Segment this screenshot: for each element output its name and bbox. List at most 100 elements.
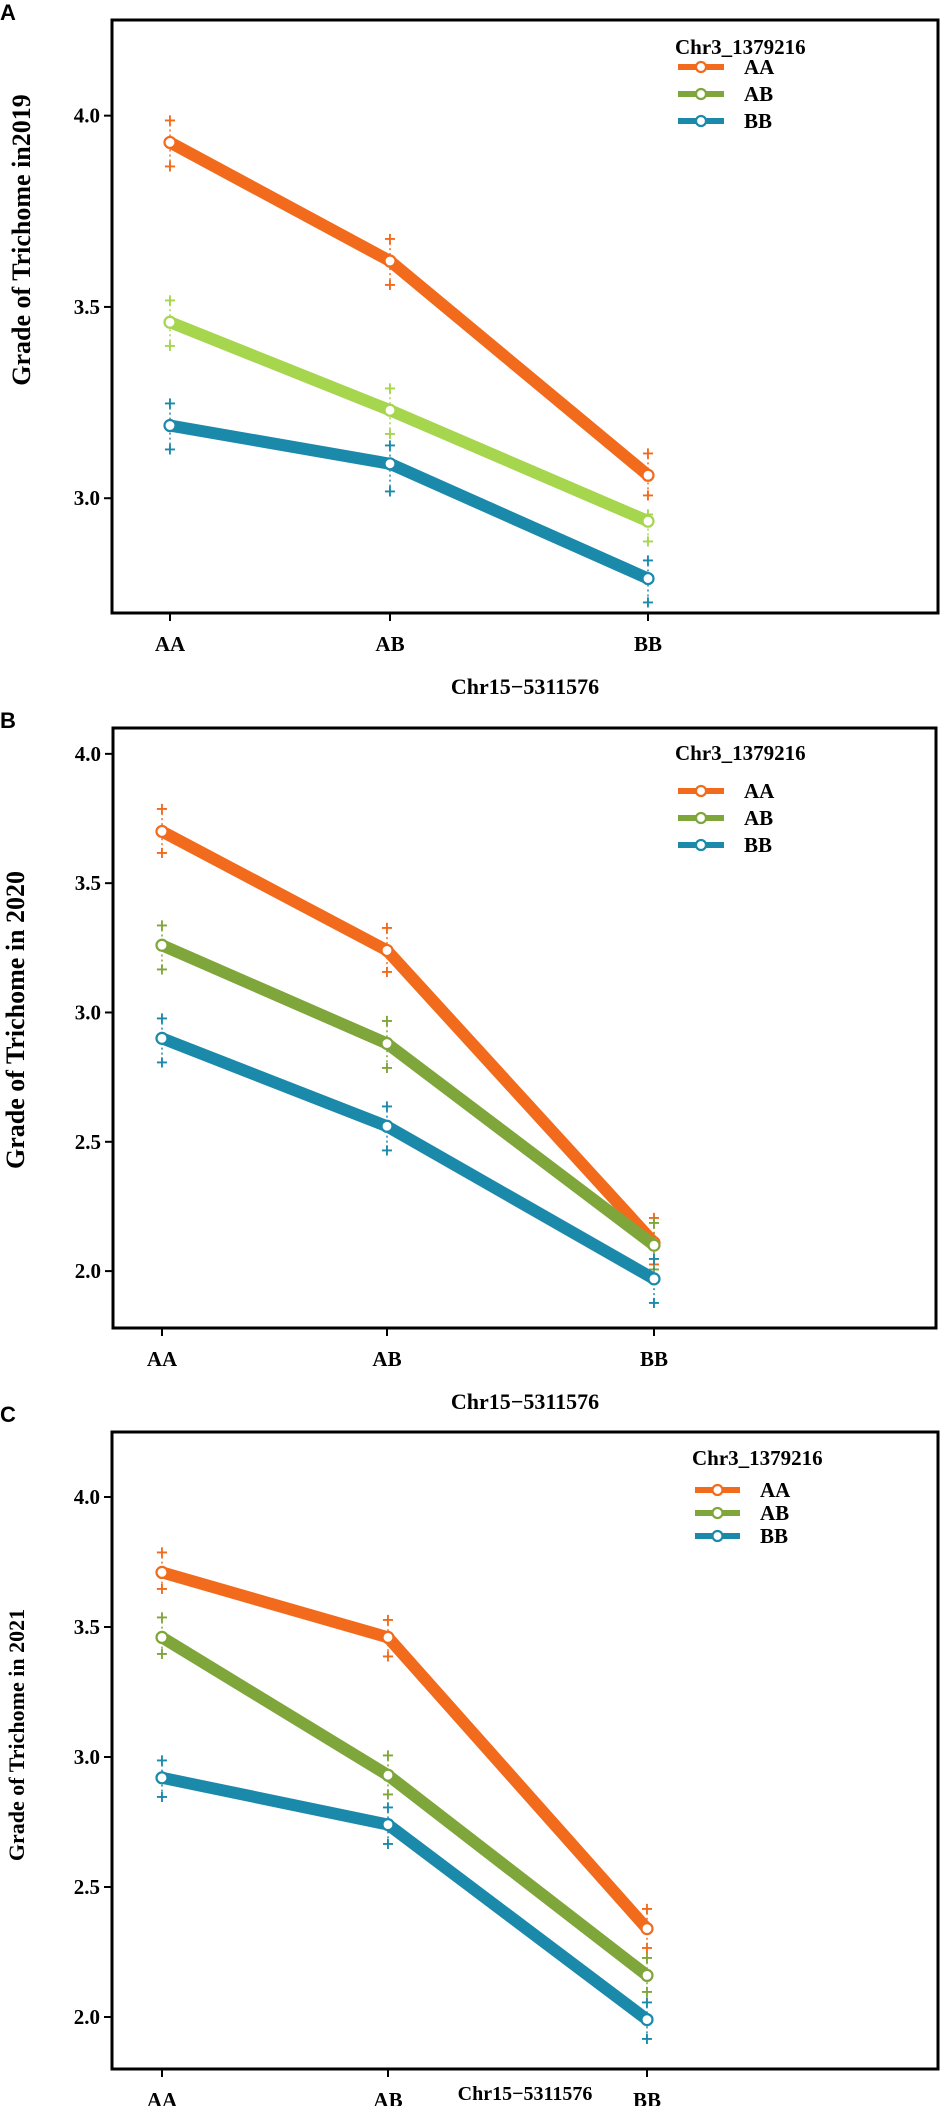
series-ab-lower-cap: + bbox=[641, 531, 654, 550]
panel-a-letter: A bbox=[0, 0, 16, 25]
panel-b-legend-title: Chr3_1379216 bbox=[675, 741, 806, 765]
series-bb-point bbox=[163, 418, 177, 433]
series-ab-point bbox=[640, 1968, 654, 1983]
series-ab-line bbox=[158, 1632, 651, 1981]
series-bb-upper-cap: + bbox=[380, 1097, 393, 1116]
series-ab-upper-cap: + bbox=[381, 1745, 394, 1764]
panel-a-y-axis: 3.0 3.5 4.0 bbox=[74, 104, 112, 510]
series-ab-upper-cap: + bbox=[155, 1608, 168, 1627]
panel-a-legend: AA AB BB bbox=[678, 55, 775, 133]
panel-b-letter: B bbox=[0, 708, 16, 733]
series-ab-point bbox=[641, 514, 655, 528]
legend-ab-marker bbox=[694, 811, 708, 825]
panel-a-plot-frame bbox=[110, 18, 940, 615]
panel-b-plot-frame bbox=[111, 726, 938, 1330]
legend-bb-marker bbox=[711, 1529, 724, 1543]
x-tick-label: AA bbox=[147, 2088, 178, 2106]
series-bb-lower-cap: + bbox=[640, 2029, 653, 2048]
series-ab-upper-cap: + bbox=[155, 916, 168, 935]
x-tick-label: BB bbox=[640, 1347, 668, 1371]
legend-aa-label: AA bbox=[760, 1478, 791, 1502]
panel-c-y-axis-title: Grade of Trichome in 2021 bbox=[4, 1609, 29, 1861]
panel-b-x-axis-title: Chr15−5311576 bbox=[451, 1389, 599, 1414]
legend-aa-marker bbox=[694, 60, 708, 74]
y-tick-label: 3.0 bbox=[74, 486, 100, 510]
series-bb-lower-cap: + bbox=[155, 1787, 168, 1806]
legend-aa-marker bbox=[694, 784, 708, 798]
series-bb-line bbox=[160, 1771, 651, 2025]
series-aa-line bbox=[160, 1566, 652, 1933]
series-aa-lower-cap: + bbox=[383, 275, 396, 294]
series-aa-upper-cap: + bbox=[640, 1899, 653, 1918]
series-bb-point bbox=[155, 1771, 169, 1785]
series-ab-point bbox=[155, 1630, 169, 1645]
panel-b-series: ++++++++++++++++++ bbox=[155, 799, 660, 1312]
series-aa-line bbox=[167, 137, 652, 480]
series-aa-upper-cap: + bbox=[641, 443, 654, 462]
y-tick-label: 4.0 bbox=[74, 1485, 100, 1509]
panel-b-legend: AA AB BB bbox=[678, 779, 775, 857]
panel-c-x-axis-title: Chr15−5311576 bbox=[458, 2083, 593, 2105]
panel-a: A 3.0 3.5 4.0 AA AB BB ++++++++++++++ ++++ Gr… bbox=[0, 0, 940, 699]
series-bb-lower-cap: + bbox=[381, 1834, 394, 1853]
legend-aa-label: AA bbox=[744, 779, 775, 803]
series-aa-lower-cap: + bbox=[155, 1579, 168, 1598]
legend-aa-marker bbox=[711, 1483, 724, 1497]
series-aa-upper-cap: + bbox=[163, 110, 176, 129]
series-bb-lower-cap: + bbox=[163, 439, 176, 458]
y-tick-label: 3.0 bbox=[75, 1000, 101, 1024]
series-ab-upper-cap: + bbox=[380, 1011, 393, 1030]
series-ab-point bbox=[647, 1238, 661, 1252]
x-tick-label: AA bbox=[155, 632, 186, 656]
series-ab-line bbox=[159, 939, 658, 1251]
panel-c-x-axis: AA AB BB bbox=[147, 2069, 661, 2106]
y-tick-label: 4.0 bbox=[74, 104, 100, 128]
series-aa-point bbox=[155, 824, 169, 839]
series-bb-lower-cap: + bbox=[383, 482, 396, 501]
y-tick-label: 2.5 bbox=[75, 1130, 101, 1154]
series-bb-upper-cap: + bbox=[163, 394, 176, 413]
series-bb-upper-cap: + bbox=[640, 1992, 653, 2011]
series-aa-upper-cap: + bbox=[383, 229, 396, 248]
series-aa-point bbox=[380, 943, 394, 958]
series-ab-point bbox=[381, 1768, 395, 1782]
panel-c-y-axis: 2.0 2.5 3.0 3.5 4.0 bbox=[74, 1485, 112, 2029]
panel-b-y-axis-title: Grade of Trichome in 2020 bbox=[1, 871, 30, 1169]
x-tick-label: AB bbox=[373, 2088, 402, 2106]
legend-bb-label: BB bbox=[744, 109, 772, 133]
series-bb-upper-cap: + bbox=[155, 1751, 168, 1770]
legend-aa-label: AA bbox=[744, 55, 775, 79]
series-bb-upper-cap: + bbox=[381, 1797, 394, 1816]
series-aa-point bbox=[163, 135, 177, 150]
series-ab-lower-cap: + bbox=[640, 1982, 653, 2001]
series-ab-point bbox=[383, 403, 397, 417]
y-tick-label: 2.0 bbox=[74, 2005, 100, 2029]
series-aa-lower-cap: + bbox=[380, 962, 393, 981]
panel-a-legend-title: Chr3_1379216 bbox=[675, 35, 806, 59]
series-ab-lower-cap: + bbox=[155, 960, 168, 979]
series-bb-point bbox=[647, 1272, 661, 1286]
panel-b-y-axis: 2.0 2.5 3.0 3.5 4.0 bbox=[75, 742, 113, 1283]
series-bb-point bbox=[155, 1031, 169, 1045]
y-tick-label: 2.5 bbox=[74, 1875, 100, 1899]
panel-c: C 2.02.53.03.54.0 AA AB BB +++++++++++++++… bbox=[0, 1402, 940, 2106]
legend-bb-marker bbox=[694, 114, 708, 128]
y-tick-label: 3.5 bbox=[74, 1615, 100, 1639]
series-ab-upper-cap: + bbox=[163, 290, 176, 309]
series-bb-upper-cap: + bbox=[383, 436, 396, 455]
series-aa-point bbox=[641, 468, 655, 482]
x-tick-label: AB bbox=[372, 1347, 401, 1371]
series-aa-line bbox=[159, 826, 659, 1247]
series-aa-upper-cap: + bbox=[155, 1543, 168, 1562]
panel-c-letter: C bbox=[0, 1402, 16, 1427]
series-aa-lower-cap: + bbox=[381, 1647, 394, 1666]
series-bb-point bbox=[640, 2012, 654, 2027]
series-aa-upper-cap: + bbox=[380, 918, 393, 937]
series-aa-point bbox=[381, 1630, 395, 1645]
series-aa-upper-cap: + bbox=[155, 799, 168, 818]
y-tick-label: 3.5 bbox=[74, 295, 100, 319]
series-aa-lower-cap: + bbox=[640, 1938, 653, 1957]
x-tick-label: BB bbox=[634, 632, 662, 656]
series-bb-line bbox=[168, 419, 651, 585]
